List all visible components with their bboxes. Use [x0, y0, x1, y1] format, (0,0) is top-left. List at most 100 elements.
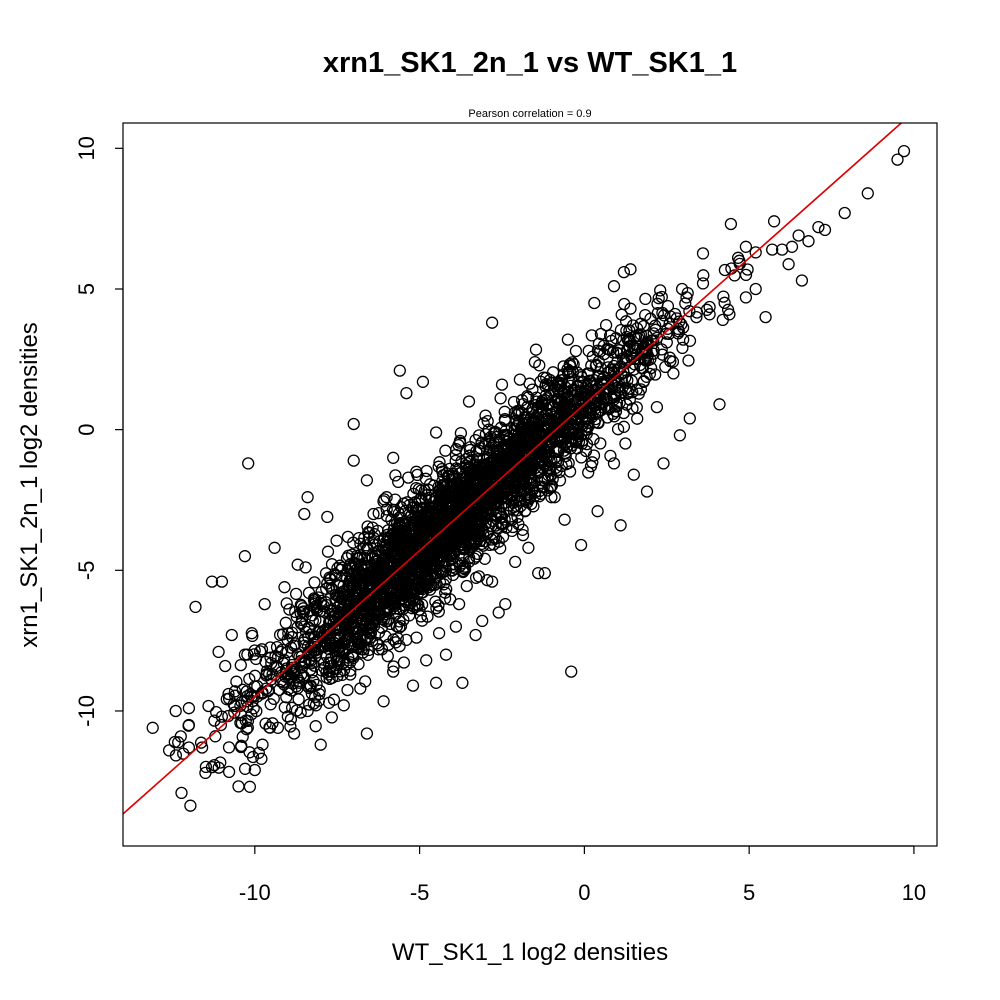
data-point — [640, 329, 653, 342]
data-point — [555, 436, 568, 449]
data-point — [281, 645, 294, 659]
data-point — [657, 309, 671, 322]
data-point — [367, 507, 380, 521]
data-point — [528, 355, 542, 369]
data-point — [520, 476, 533, 489]
data-point — [263, 721, 276, 734]
data-point — [676, 321, 690, 334]
data-point — [539, 389, 553, 402]
data-point — [311, 634, 324, 647]
data-point — [491, 430, 504, 443]
data-point — [278, 581, 291, 594]
data-point — [607, 457, 621, 470]
data-point — [782, 258, 795, 271]
data-point — [462, 395, 476, 408]
data-point — [301, 640, 315, 653]
data-point — [328, 610, 341, 623]
data-point — [307, 592, 321, 605]
data-point — [336, 590, 350, 604]
data-point — [429, 426, 443, 439]
data-point — [633, 358, 647, 372]
data-point — [294, 598, 308, 611]
data-point — [792, 229, 805, 242]
data-point — [564, 435, 577, 448]
data-point — [199, 760, 213, 774]
data-point — [396, 517, 409, 530]
data-point — [512, 426, 526, 440]
data-point — [513, 476, 526, 489]
data-point — [370, 637, 383, 650]
data-point — [230, 675, 243, 688]
data-point — [182, 741, 196, 754]
data-point — [410, 465, 423, 478]
data-point — [429, 676, 443, 689]
data-point — [581, 367, 594, 380]
data-point — [469, 628, 482, 642]
data-point — [673, 315, 686, 328]
data-point — [309, 699, 323, 712]
data-point — [579, 412, 592, 426]
data-point — [502, 499, 516, 512]
data-point — [360, 727, 374, 740]
data-point — [716, 313, 729, 327]
data-point — [485, 575, 499, 588]
data-point — [449, 620, 463, 633]
data-point — [347, 417, 360, 431]
data-point — [481, 574, 494, 587]
data-point — [432, 605, 445, 618]
data-point — [739, 240, 753, 253]
data-point — [431, 553, 444, 567]
data-point — [749, 246, 762, 259]
data-point — [595, 375, 608, 389]
data-point — [703, 300, 716, 314]
data-point — [360, 539, 373, 552]
data-point — [307, 697, 320, 710]
data-point — [182, 718, 196, 732]
data-point — [489, 532, 503, 545]
data-point — [323, 579, 336, 592]
data-point — [398, 568, 411, 581]
data-point — [256, 738, 269, 751]
data-point — [298, 620, 311, 633]
data-point — [364, 609, 377, 622]
data-point — [419, 492, 432, 506]
data-point — [388, 493, 402, 506]
data-point — [411, 504, 425, 517]
data-point — [342, 588, 355, 601]
data-point — [535, 473, 548, 487]
data-point — [298, 507, 311, 521]
data-point — [464, 477, 477, 490]
x-tick-label: 10 — [902, 880, 926, 905]
data-point — [637, 375, 650, 388]
data-point — [495, 518, 508, 531]
data-point — [384, 594, 398, 607]
data-point — [397, 656, 411, 669]
data-point — [485, 316, 499, 329]
data-point — [540, 412, 553, 426]
data-point — [347, 604, 360, 617]
data-point — [724, 217, 738, 231]
data-point — [603, 343, 617, 357]
data-point — [495, 500, 508, 513]
data-point — [541, 397, 555, 410]
data-point — [377, 695, 390, 708]
data-point — [393, 615, 406, 628]
data-point — [169, 704, 182, 718]
data-point — [406, 560, 419, 573]
data-point — [538, 566, 551, 580]
data-point — [607, 280, 621, 293]
data-point — [718, 296, 731, 309]
data-point — [456, 676, 469, 689]
data-point — [391, 632, 404, 645]
data-point — [458, 502, 472, 516]
data-point — [243, 672, 256, 686]
data-point — [537, 371, 550, 384]
data-point — [545, 469, 558, 482]
data-point — [619, 437, 632, 450]
data-point — [297, 669, 310, 683]
data-point — [375, 621, 388, 634]
data-point — [585, 329, 598, 342]
data-point — [492, 481, 506, 494]
data-point — [393, 364, 406, 377]
